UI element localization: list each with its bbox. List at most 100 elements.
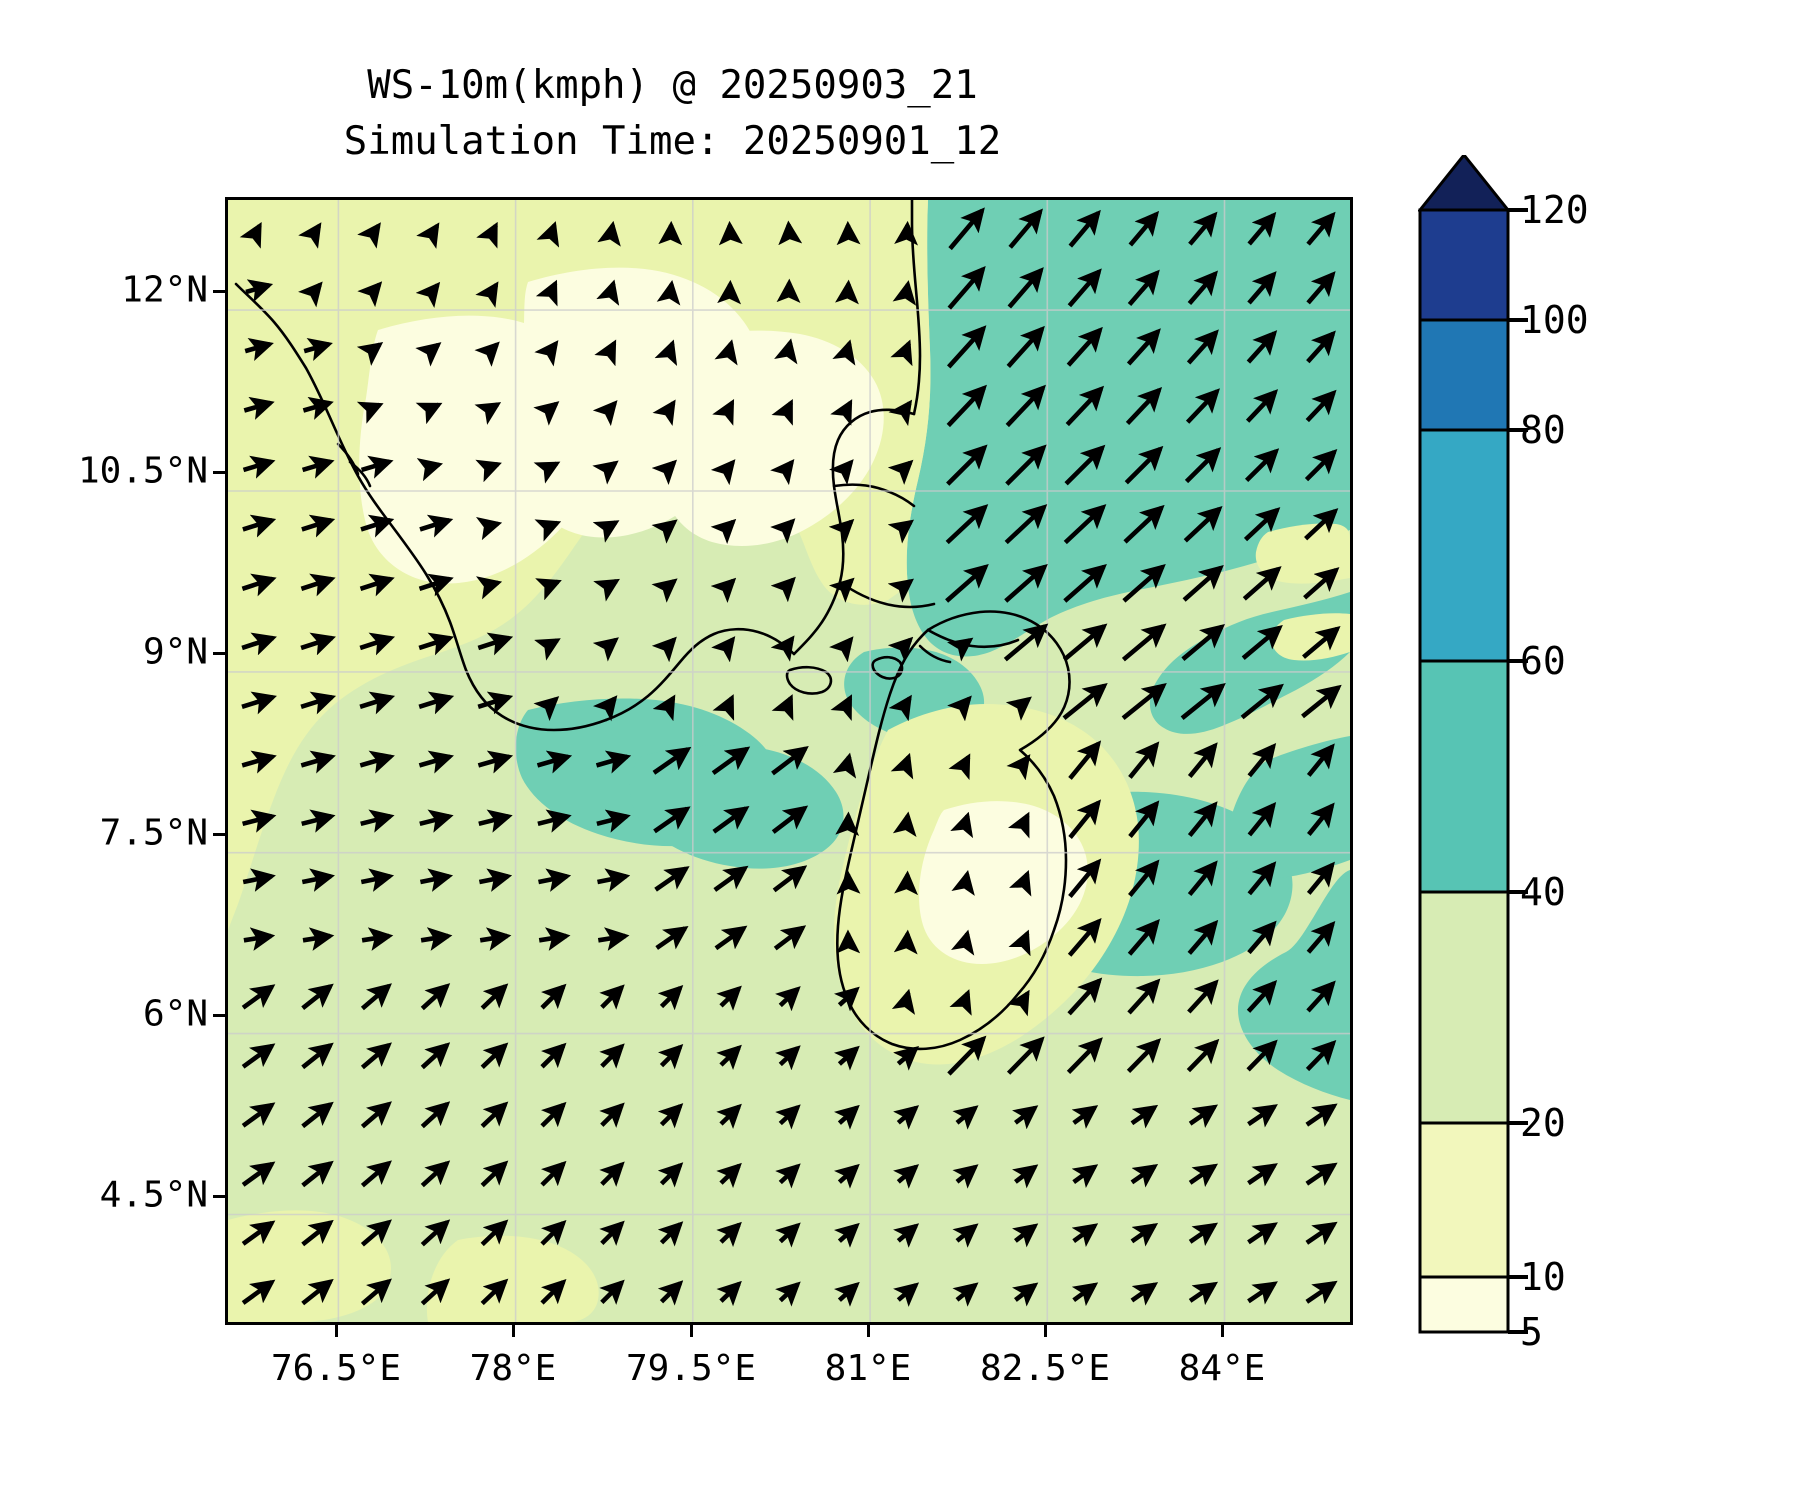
wind-vector bbox=[480, 1219, 509, 1247]
ytick-label-105n: 10.5°N bbox=[77, 450, 208, 492]
wind-vector bbox=[1188, 1222, 1219, 1247]
wind-vector bbox=[828, 518, 855, 545]
wind-vector bbox=[1063, 563, 1107, 603]
wind-vector bbox=[1246, 330, 1278, 364]
wind-vector bbox=[242, 868, 276, 892]
wind-vector bbox=[1243, 507, 1281, 542]
wind-vector bbox=[535, 279, 558, 307]
wind-vector bbox=[1247, 271, 1277, 305]
wind-vector bbox=[536, 221, 560, 248]
wind-vector bbox=[478, 809, 513, 833]
wind-vector bbox=[475, 281, 499, 308]
wind-vector bbox=[712, 805, 750, 834]
wind-vector bbox=[245, 279, 274, 303]
wind-vector bbox=[893, 929, 918, 955]
wind-vector bbox=[360, 1278, 392, 1306]
wind-vector bbox=[1246, 1039, 1278, 1072]
wind-vector bbox=[1130, 1223, 1159, 1247]
wind-vector bbox=[833, 1104, 860, 1130]
wind-vector bbox=[716, 1103, 742, 1129]
wind-vector bbox=[710, 518, 737, 545]
wind-vector bbox=[241, 1102, 276, 1128]
wind-vector bbox=[1187, 801, 1218, 838]
wind-vector bbox=[1012, 1164, 1039, 1189]
wind-vector bbox=[1128, 859, 1160, 897]
wind-vector bbox=[716, 1162, 742, 1189]
wind-vector bbox=[239, 221, 262, 249]
wind-vector bbox=[477, 750, 514, 774]
wind-vector bbox=[300, 632, 336, 656]
wind-vector bbox=[540, 1160, 567, 1187]
wind-vector bbox=[599, 1161, 625, 1187]
wind-vector bbox=[477, 691, 514, 715]
wind-vector bbox=[652, 746, 692, 775]
wind-vector bbox=[1305, 1040, 1337, 1072]
xtick-label-795e: 79.5°E bbox=[625, 1348, 757, 1389]
wind-vector bbox=[952, 1282, 979, 1307]
wind-vector bbox=[950, 811, 974, 839]
wind-vector bbox=[1305, 1221, 1338, 1246]
wind-vector bbox=[1306, 271, 1336, 305]
wind-vector bbox=[829, 577, 855, 603]
wind-vector bbox=[952, 1223, 979, 1248]
wind-vector bbox=[1305, 1280, 1338, 1305]
wind-vector bbox=[775, 1045, 801, 1071]
wind-vector bbox=[478, 868, 513, 892]
ytick-mark bbox=[213, 471, 225, 474]
wind-vector bbox=[418, 632, 455, 656]
wind-vector bbox=[1003, 623, 1049, 662]
wind-vector bbox=[888, 694, 912, 722]
wind-vector bbox=[771, 805, 809, 834]
wind-vector bbox=[1305, 1103, 1338, 1127]
map-plot-area[interactable] bbox=[225, 197, 1353, 1325]
wind-vector bbox=[1067, 917, 1102, 957]
wind-vector bbox=[1247, 920, 1277, 955]
wind-vector bbox=[833, 1222, 860, 1248]
wind-vector bbox=[356, 342, 384, 366]
wind-vector bbox=[1241, 624, 1283, 660]
wind-vector bbox=[298, 222, 322, 249]
wind-vector bbox=[952, 1105, 979, 1130]
wind-vector bbox=[655, 925, 689, 950]
wind-vector bbox=[1065, 385, 1105, 427]
wind-vector bbox=[420, 1219, 451, 1247]
wind-vector bbox=[418, 573, 454, 597]
wind-vector bbox=[657, 1043, 684, 1070]
wind-vector bbox=[1187, 270, 1219, 306]
wind-vector bbox=[418, 750, 454, 774]
wind-vector bbox=[656, 280, 681, 306]
wind-vector bbox=[893, 1105, 920, 1130]
wind-vector bbox=[651, 519, 678, 544]
wind-vector bbox=[593, 578, 620, 602]
wind-vector bbox=[893, 1282, 920, 1307]
wind-vector bbox=[948, 753, 971, 781]
wind-vector bbox=[420, 1278, 451, 1306]
wind-vector bbox=[718, 220, 743, 246]
wind-vector bbox=[1127, 269, 1160, 307]
wind-vector bbox=[1123, 504, 1165, 544]
wind-vector bbox=[538, 927, 571, 951]
wind-vector bbox=[596, 279, 620, 306]
wind-vector bbox=[301, 1278, 334, 1306]
wind-vector bbox=[714, 925, 748, 951]
wind-vector bbox=[1012, 1223, 1039, 1248]
wind-vector bbox=[1306, 920, 1336, 954]
wind-vector bbox=[1183, 505, 1223, 543]
wind-vector bbox=[298, 281, 323, 308]
wind-vector bbox=[480, 1042, 509, 1069]
xtick-mark bbox=[867, 1325, 870, 1337]
wind-vector bbox=[241, 1279, 276, 1305]
wind-vector bbox=[1122, 563, 1166, 603]
wind-vector bbox=[1004, 563, 1048, 603]
wind-vector bbox=[359, 750, 395, 774]
wind-vector bbox=[1180, 683, 1226, 720]
wind-vector bbox=[1064, 444, 1106, 486]
wind-vector bbox=[1008, 208, 1043, 249]
ytick-mark bbox=[213, 1014, 225, 1017]
wind-vector bbox=[597, 868, 631, 892]
wind-vector bbox=[1304, 448, 1338, 482]
wind-vector bbox=[893, 1046, 920, 1071]
wind-vector bbox=[892, 811, 917, 837]
wind-vector bbox=[770, 518, 796, 544]
